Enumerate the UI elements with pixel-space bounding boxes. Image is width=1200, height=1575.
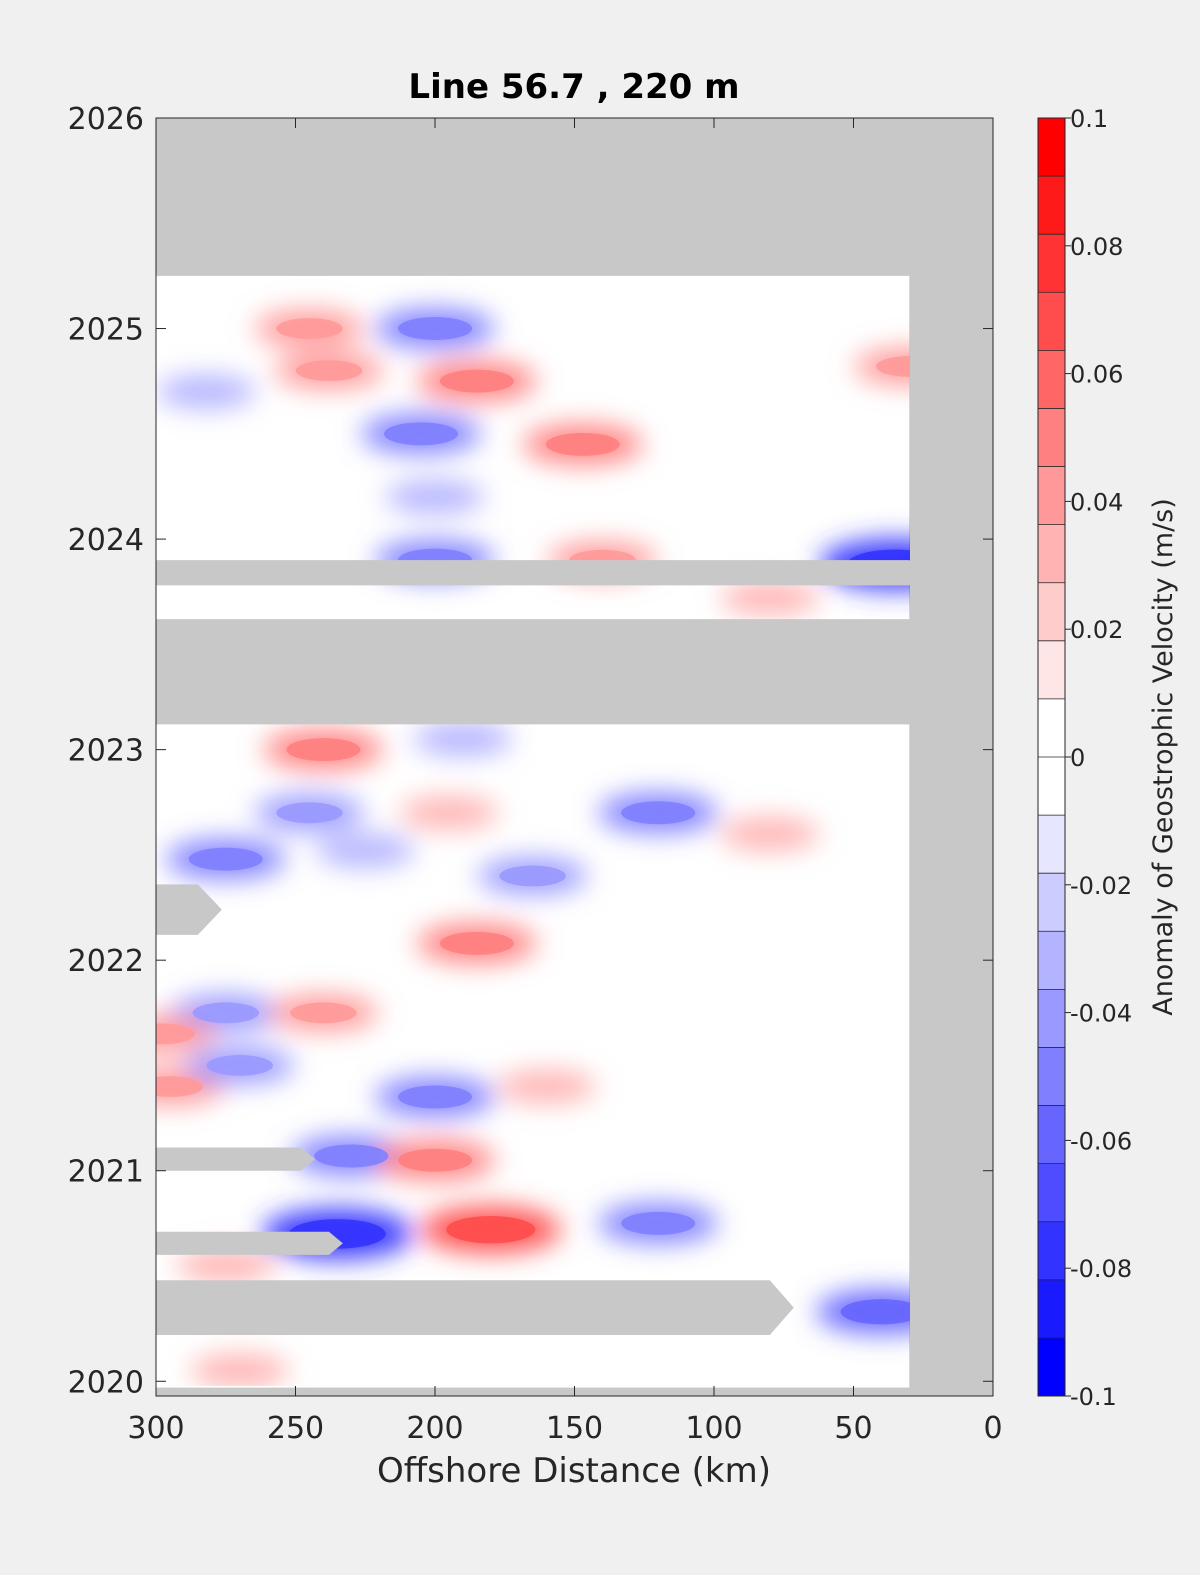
anomaly-core (439, 931, 514, 955)
nodata-bands (156, 560, 934, 1335)
y-tick-label: 2024 (68, 523, 144, 558)
y-tick-label: 2021 (68, 1155, 144, 1190)
anomaly-core (621, 801, 696, 825)
colorbar-title: Anomaly of Geostrophic Velocity (m/s) (1148, 498, 1179, 1016)
colorbar-segment (1038, 350, 1065, 409)
anomaly-core (276, 802, 343, 824)
colorbar-segment (1038, 873, 1065, 932)
anomaly-core (156, 1076, 204, 1097)
anomaly-core (156, 1023, 195, 1045)
anomaly-core (188, 847, 263, 871)
anomaly-core (276, 318, 343, 339)
y-tick-label: 2020 (68, 1365, 144, 1400)
anomaly-core (206, 1055, 273, 1076)
colorbar-segment (1038, 234, 1065, 293)
x-tick-label: 150 (546, 1411, 603, 1446)
anomaly-core (439, 369, 514, 393)
anomaly-feature (190, 1353, 290, 1386)
colorbar-segment (1038, 1105, 1065, 1165)
colorbar-segment (1038, 408, 1065, 468)
anomaly-core (876, 356, 910, 377)
anomaly-feature (496, 1069, 597, 1104)
colorbar-tick-label: 0.04 (1070, 488, 1123, 516)
colorbar-segment (1038, 466, 1065, 526)
anomaly-feature (720, 816, 820, 851)
colorbar-tick-label: 0.1 (1070, 105, 1108, 133)
colorbar-segment (1038, 176, 1065, 235)
colorbar-tick-label: 0 (1070, 744, 1085, 772)
colorbar-tick-label: -0.08 (1070, 1255, 1132, 1283)
colorbar-tick-label: -0.04 (1070, 1000, 1132, 1028)
anomaly-core (398, 1148, 472, 1172)
x-tick-label: 200 (406, 1411, 463, 1446)
anomaly-core (545, 432, 620, 456)
plot-area: 300 250 200 150 100 50 0 202020212022202320242… (68, 102, 1003, 1446)
colorbar: 0.1 0.08 0.06 0.04 0.02 0 -0.02 -0.04 -0.06 -0.08… (1037, 105, 1132, 1411)
anomaly-core (398, 1085, 472, 1109)
x-tick-label: 300 (127, 1411, 184, 1446)
nodata-band (156, 619, 934, 725)
colorbar-tick-label: 0.06 (1070, 361, 1123, 389)
colorbar-segment (1038, 989, 1065, 1048)
anomaly-core (446, 1215, 536, 1244)
anomaly-feature (315, 833, 415, 868)
anomaly-core (290, 1002, 357, 1024)
nodata-band (156, 884, 222, 935)
x-tick-label: 0 (983, 1411, 1002, 1446)
anomaly-core (621, 1211, 696, 1235)
y-ticks: 2020 2021 2022 2023 2024 2025 2026 (68, 102, 993, 1400)
colorbar-tick-label: 0.02 (1070, 616, 1123, 644)
nodata-band (156, 560, 925, 586)
colorbar-segment (1038, 757, 1065, 816)
colorbar-segment (1038, 118, 1065, 177)
anomaly-core (398, 317, 472, 341)
colorbar-segment (1038, 931, 1065, 990)
anomaly-core (840, 1299, 910, 1325)
y-tick-label: 2022 (68, 944, 144, 979)
nodata-band (156, 1147, 315, 1171)
colorbar-tick-label: -0.1 (1070, 1383, 1117, 1411)
chart-title: Line 56.7 , 220 m (408, 67, 739, 107)
anomaly-core (384, 422, 459, 446)
anomaly-core (192, 1002, 259, 1024)
colorbar-segment (1038, 582, 1065, 642)
anomaly-core (286, 738, 361, 762)
colorbar-segment (1038, 1047, 1065, 1107)
anomaly-core (295, 360, 363, 382)
colorbar-segment (1038, 1337, 1065, 1397)
anomaly-core (314, 1144, 389, 1168)
x-tick-label: 250 (267, 1411, 324, 1446)
colorbar-segment (1038, 1163, 1065, 1223)
x-tick-label: 100 (685, 1411, 742, 1446)
nodata-band (156, 1280, 794, 1335)
anomaly-core (499, 865, 566, 887)
y-tick-label: 2023 (68, 734, 144, 769)
colorbar-tick-label: -0.06 (1070, 1127, 1132, 1155)
colorbar-segment (1038, 1279, 1065, 1339)
colorbar-segment (1038, 815, 1065, 874)
y-tick-label: 2026 (68, 102, 144, 137)
nodata-band (156, 1231, 343, 1255)
colorbar-segment (1038, 640, 1065, 700)
anomaly-feature (720, 580, 820, 616)
x-axis-title: Offshore Distance (km) (377, 1451, 771, 1491)
anomaly-feature (399, 795, 499, 830)
anomaly-feature (385, 479, 485, 515)
colorbar-segment (1038, 292, 1065, 351)
colorbar-segment (1038, 524, 1065, 584)
colorbar-segment (1038, 698, 1065, 758)
colorbar-tick-label: 0.08 (1070, 233, 1123, 261)
x-tick-label: 50 (834, 1411, 872, 1446)
colorbar-tick-label: -0.02 (1070, 872, 1132, 900)
colorbar-segment (1038, 1221, 1065, 1281)
y-tick-label: 2025 (68, 313, 144, 348)
anomaly-feature (176, 1248, 276, 1283)
anomaly-feature (156, 374, 256, 409)
anomaly-feature (413, 722, 513, 757)
x-ticks: 300 250 200 150 100 50 0 (127, 118, 1003, 1446)
